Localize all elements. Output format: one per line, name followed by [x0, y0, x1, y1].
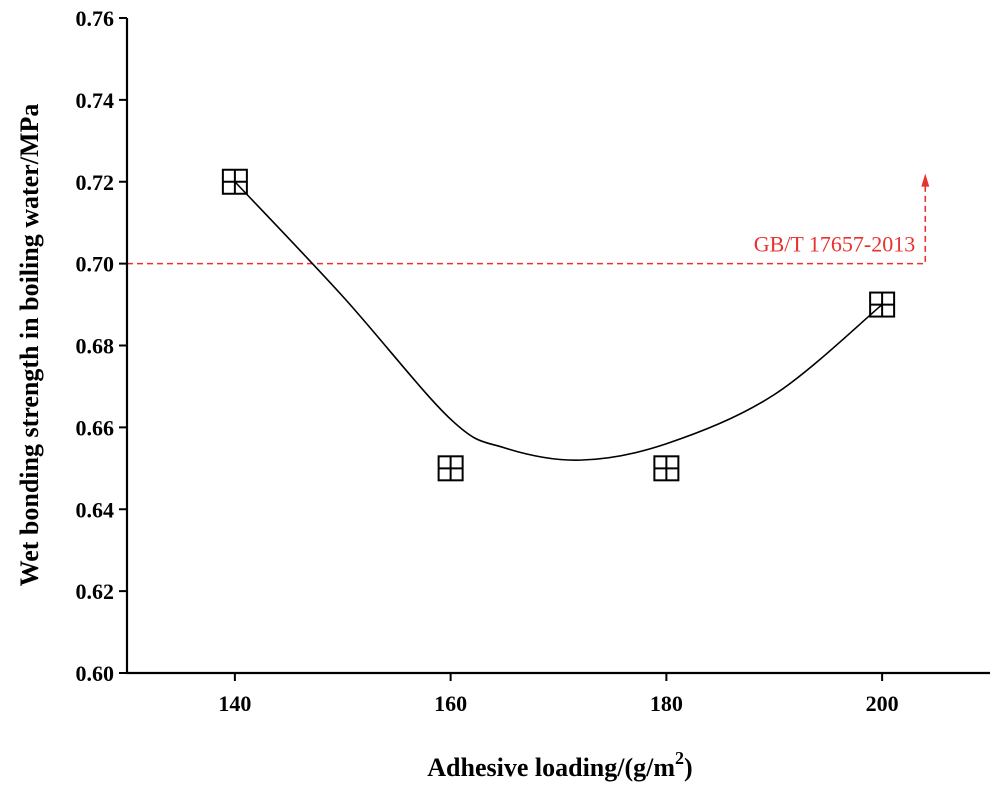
x-tick-label: 140	[218, 691, 251, 716]
y-tick-label: 0.64	[76, 497, 115, 522]
x-tick-label: 200	[866, 691, 899, 716]
fit-curve	[234, 181, 883, 461]
plot-area: GB/T 17657-2013	[127, 168, 930, 482]
data-point	[437, 455, 464, 482]
y-tick-label: 0.70	[76, 252, 115, 277]
data-point	[221, 168, 248, 195]
reference-arrow	[921, 173, 930, 187]
y-tick-label: 0.62	[76, 579, 115, 604]
x-axis-title: Adhesive loading/(g/m2)	[427, 748, 692, 782]
axes	[125, 18, 990, 675]
data-point	[869, 291, 896, 318]
reference-line-label: GB/T 17657-2013	[754, 232, 916, 257]
y-tick-label: 0.72	[76, 170, 115, 195]
y-tick-label: 0.74	[76, 88, 115, 113]
y-tick-label: 0.66	[76, 415, 115, 440]
x-axis-ticks: 140 160 180 200	[218, 673, 899, 716]
reference-line	[127, 185, 927, 265]
y-axis-title: Wet bonding strength in boiling water/MP…	[15, 104, 44, 587]
y-tick-label: 0.60	[76, 661, 115, 686]
x-tick-label: 160	[434, 691, 467, 716]
y-tick-label: 0.68	[76, 334, 115, 359]
y-tick-label: 0.76	[76, 6, 115, 31]
axis-frame	[125, 18, 990, 675]
data-point	[653, 455, 680, 482]
y-axis-ticks: 0.60 0.62 0.64 0.66 0.68 0.70 0.72 0.74 0.76	[76, 6, 127, 686]
x-tick-label: 180	[650, 691, 683, 716]
